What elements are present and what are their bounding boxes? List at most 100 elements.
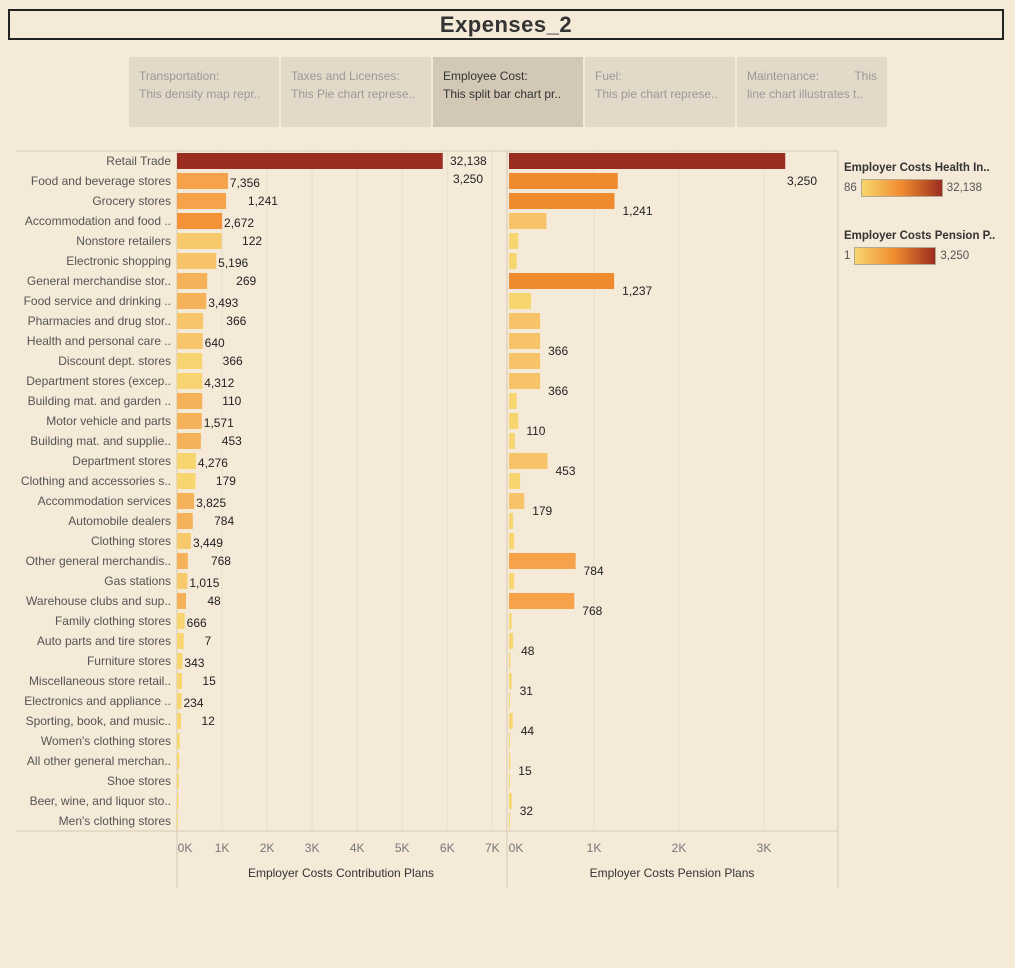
left-bar [177,193,227,209]
right-bar [509,773,510,789]
tab-description: This Pie chart represe.. [291,87,416,101]
left-bar [177,333,203,349]
category-label: Accommodation and food .. [25,214,171,228]
right-value-label: 1,237 [622,284,652,298]
right-bar [509,273,615,289]
right-value-label: 48 [521,644,535,658]
tab-fuel[interactable]: Fuel: This pie chart represe.. [585,57,735,127]
right-bar [509,353,541,369]
x-tick-label: 2K [672,841,687,855]
tab-transportation[interactable]: Transportation: This density map repr.. [129,57,279,127]
left-value-label: 784 [214,514,234,528]
tab-label: Taxes and Licenses: [291,69,400,83]
left-bar [177,373,203,389]
left-value-label: 269 [236,274,256,288]
left-value-label: 1,015 [189,576,219,590]
left-value-label: 15 [202,674,216,688]
left-value-label: 366 [226,314,246,328]
left-bar [177,393,203,409]
right-bar [509,213,547,229]
right-bar [509,573,515,589]
right-value-label: 31 [520,684,534,698]
category-label: Beer, wine, and liquor sto.. [30,794,171,808]
right-bar [509,393,517,409]
category-label: Women's clothing stores [41,734,171,748]
left-bar [177,753,180,769]
tab-employee-cost[interactable]: Employee Cost: This split bar chart pr.. [433,57,583,127]
left-value-label: 234 [184,696,204,710]
x-tick-label: 1K [215,841,230,855]
category-label: Family clothing stores [55,614,171,628]
legend-health-gradient [860,179,943,197]
right-bar [509,313,541,329]
dashboard-title: Expenses_2 [8,9,1004,40]
left-value-label: 343 [184,656,204,670]
x-tick-label: 1K [587,841,602,855]
left-value-label: 4,312 [204,376,234,390]
category-label: Miscellaneous store retail.. [29,674,171,688]
left-value-label: 5,196 [218,256,248,270]
tab-description: This pie chart represe.. [595,87,718,101]
left-bar [177,213,223,229]
dashboard-title-text: Expenses_2 [439,11,573,37]
left-bar [177,673,182,689]
right-bar [509,453,548,469]
category-label: Pharmacies and drug stor.. [28,314,171,328]
left-value-label: 7 [205,634,212,648]
right-bar [509,653,511,669]
left-value-label: 2,672 [224,216,254,230]
left-bar [177,453,196,469]
left-value-label: 179 [216,474,236,488]
category-label: Health and personal care .. [27,334,171,348]
right-value-label: 768 [582,604,602,618]
right-value-label: 3,250 [787,174,817,188]
category-label: Other general merchandis.. [26,554,171,568]
right-bar [509,153,786,169]
left-bar [177,633,184,649]
category-label: Department stores (excep.. [26,374,171,388]
tab-taxes-and-licenses[interactable]: Taxes and Licenses: This Pie chart repre… [281,57,431,127]
right-value-label: 366 [548,384,568,398]
category-label: Furniture stores [87,654,171,668]
right-bar [509,713,513,729]
x-tick-label: 3K [757,841,772,855]
legend-pension-gradient [854,247,937,265]
tab-maintenance[interactable]: Maintenance: This line chart illustrates … [737,57,887,127]
category-label: Clothing stores [91,534,171,548]
left-bar [177,773,179,789]
x-tick-label: 0K [178,841,193,855]
left-value-label: 48 [207,594,221,608]
legend-pension-max: 3,250 [940,250,970,262]
legend-health-title: Employer Costs Health In.. [844,162,990,174]
right-value-label: 1,241 [622,204,652,218]
legend-health-min: 86 [844,182,857,194]
right-value-label: 15 [518,764,532,778]
category-label: Retail Trade [106,154,171,168]
right-bar [509,413,519,429]
left-value-label: 666 [187,616,207,630]
left-value-label: 3,250 [453,172,483,186]
left-value-label: 640 [205,336,225,350]
x-tick-label: 2K [260,841,275,855]
x-tick-label: 7K [485,841,500,855]
right-bar [509,633,514,649]
right-bar [509,753,511,769]
left-bar [177,573,188,589]
right-bar [509,233,519,249]
right-bar [509,473,521,489]
left-value-label: 3,825 [196,496,226,510]
right-bar [509,193,615,209]
category-label: Accommodation services [38,494,171,508]
right-bar [509,733,510,749]
right-bar [509,813,510,829]
right-bar [509,373,541,389]
right-value-label: 453 [556,464,576,478]
right-value-label: 32 [520,804,534,818]
left-bar [177,253,217,269]
category-label: Shoe stores [107,774,171,788]
left-bar [177,653,183,669]
left-bar [177,713,182,729]
x-axis-title-left: Employer Costs Contribution Plans [248,866,434,880]
